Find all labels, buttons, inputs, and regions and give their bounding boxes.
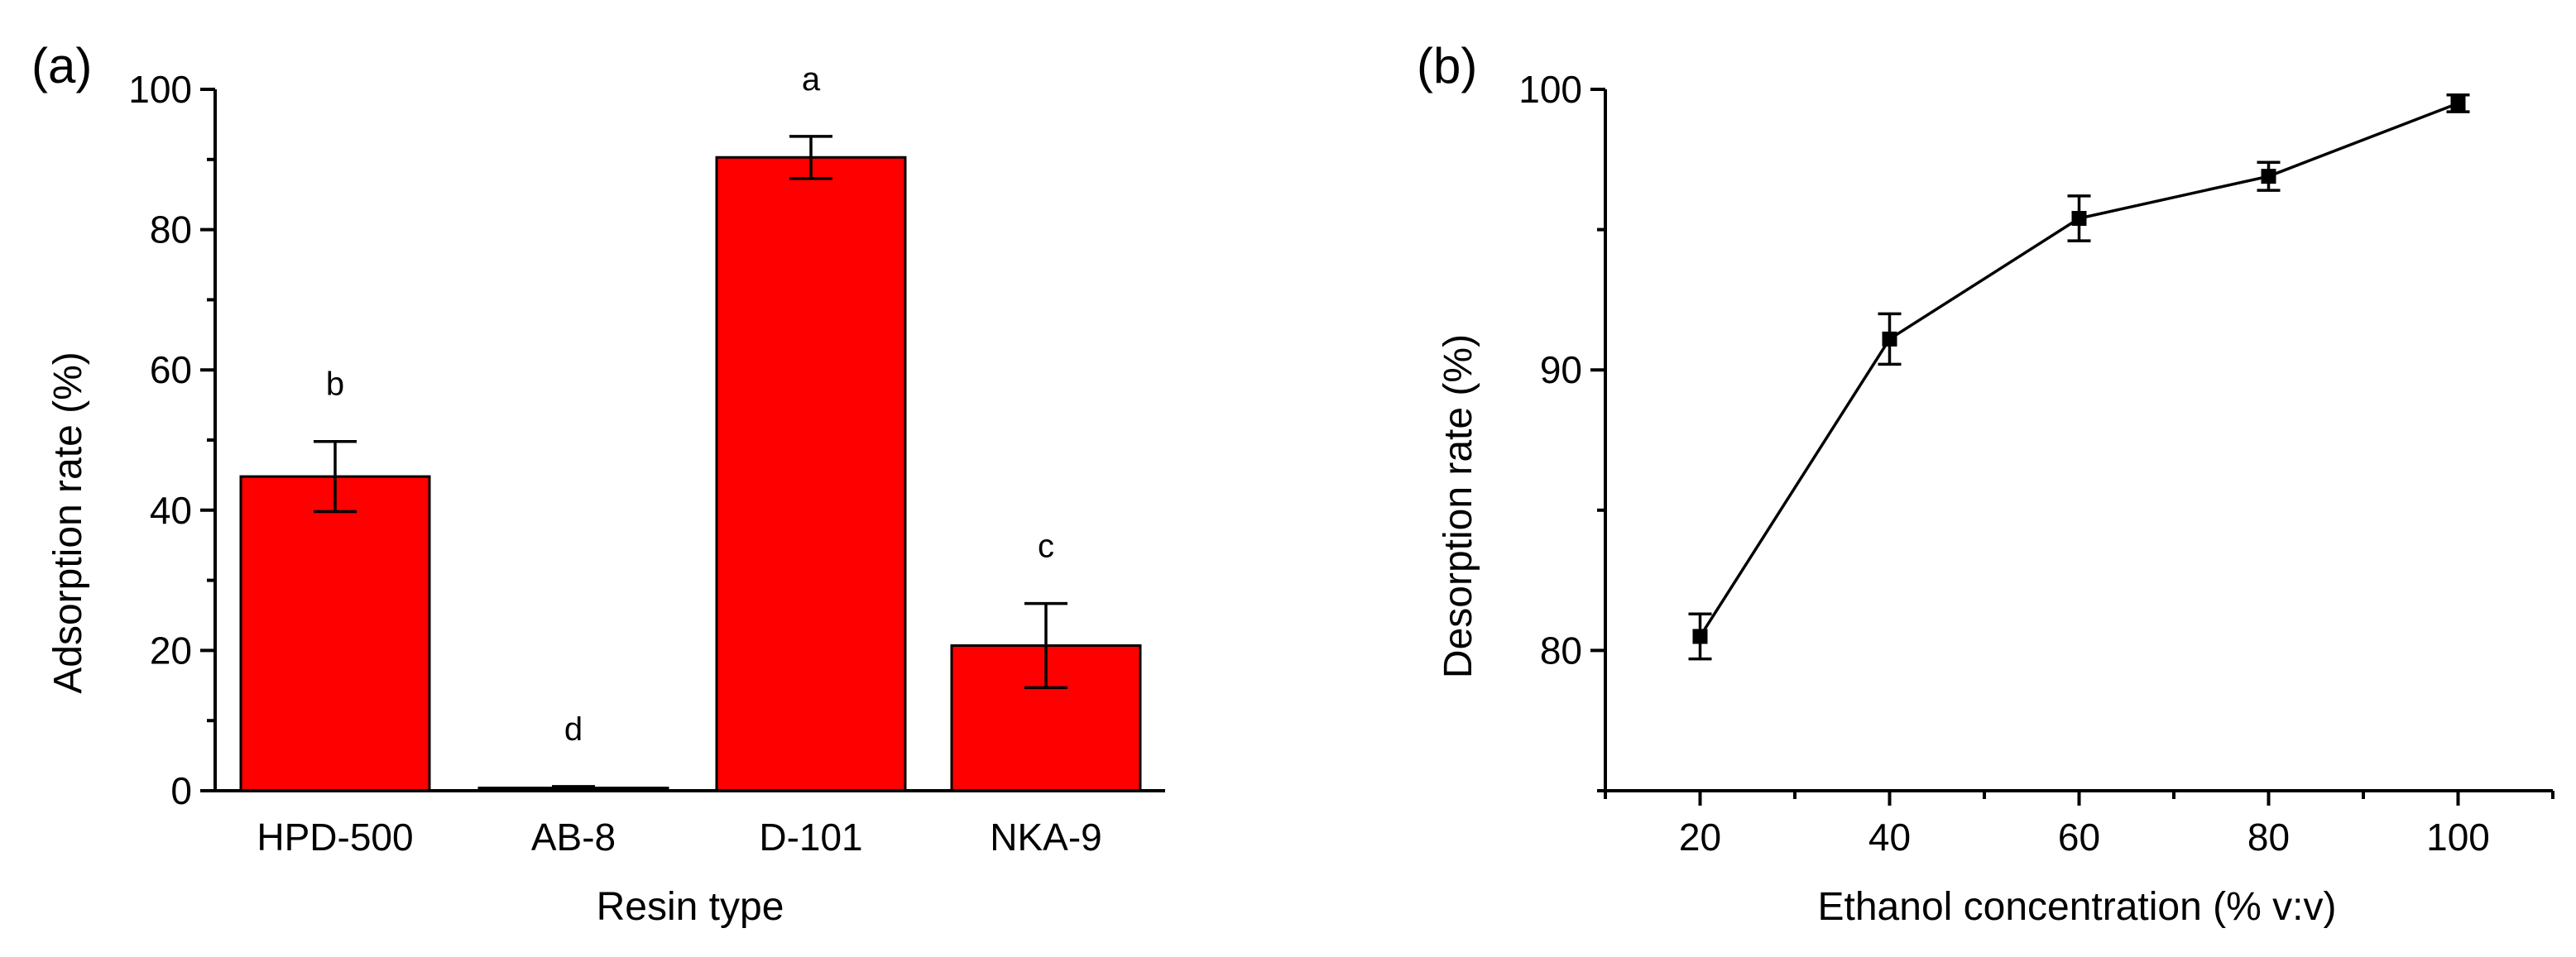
panel-b-points <box>1692 95 2466 644</box>
x-tick-label-40: 40 <box>1868 816 1911 859</box>
panel-a-x-axis-title: Resin type <box>597 885 784 929</box>
y-tick-label-40: 40 <box>150 489 192 532</box>
x-tick-label-20: 20 <box>1679 816 1721 859</box>
y-tick-label-100: 100 <box>128 68 192 111</box>
panel-a-label: (a) <box>31 38 92 93</box>
panel-b-error-bars <box>1688 93 2470 661</box>
x-tick-label-D-101: D-101 <box>759 816 862 859</box>
y-tick-label-80: 80 <box>1540 629 1582 672</box>
significance-label-D-101: a <box>802 61 821 98</box>
significance-label-NKA-9: c <box>1038 529 1054 565</box>
x-tick-label-100: 100 <box>2426 816 2490 859</box>
panel-b-axes: 20 40 60 80 100 80 90 100 <box>1518 68 2554 859</box>
x-tick-label-HPD-500: HPD-500 <box>257 816 413 859</box>
panel-b-line-chart: (b) 20 40 60 80 100 80 90 100 Ethanol concentra… <box>1417 38 2554 929</box>
significance-label-AB-8: d <box>564 711 583 748</box>
bar-HPD-500 <box>239 475 431 792</box>
bar-D-101 <box>715 156 907 792</box>
x-tick-label-60: 60 <box>2058 816 2100 859</box>
x-tick-label-NKA-9: NKA-9 <box>990 816 1101 859</box>
panel-b-series-line <box>1699 102 2459 638</box>
bar-NKA-9 <box>950 644 1142 792</box>
data-point-x-40 <box>1882 331 1897 347</box>
y-tick-label-20: 20 <box>150 629 192 672</box>
series-line <box>1699 102 2459 638</box>
significance-label-HPD-500: b <box>326 366 344 403</box>
y-tick-label-0: 0 <box>170 769 192 812</box>
y-tick-label-80: 80 <box>150 208 192 251</box>
data-point-x-60 <box>2071 211 2087 227</box>
panel-a-y-axis-title: Adsorption rate (%) <box>46 352 90 694</box>
y-tick-label-100: 100 <box>1518 68 1582 111</box>
panel-b-x-axis-title: Ethanol concentration (% v:v) <box>1818 885 2337 929</box>
panel-a-significance-labels: b d a c <box>326 61 1054 748</box>
x-tick-label-AB-8: AB-8 <box>531 816 616 859</box>
x-tick-label-80: 80 <box>2247 816 2290 859</box>
panel-a-bars <box>239 156 1142 792</box>
panel-b-y-axis-title: Desorption rate (%) <box>1437 334 1480 678</box>
panel-a-axes: HPD-500 AB-8 D-101 NKA-9 0 20 40 60 80 100 <box>128 68 1165 859</box>
data-point-x-100 <box>2450 95 2466 111</box>
data-point-x-20 <box>1692 629 1708 644</box>
panel-a-bar-chart: (a) b d a c HPD-500 AB-8 D-101 NKA-9 0 20 40 60 80 1… <box>31 38 1165 929</box>
y-tick-label-90: 90 <box>1540 348 1582 391</box>
panel-b-label: (b) <box>1417 38 1477 93</box>
y-tick-label-60: 60 <box>150 348 192 391</box>
data-point-x-80 <box>2261 169 2276 184</box>
